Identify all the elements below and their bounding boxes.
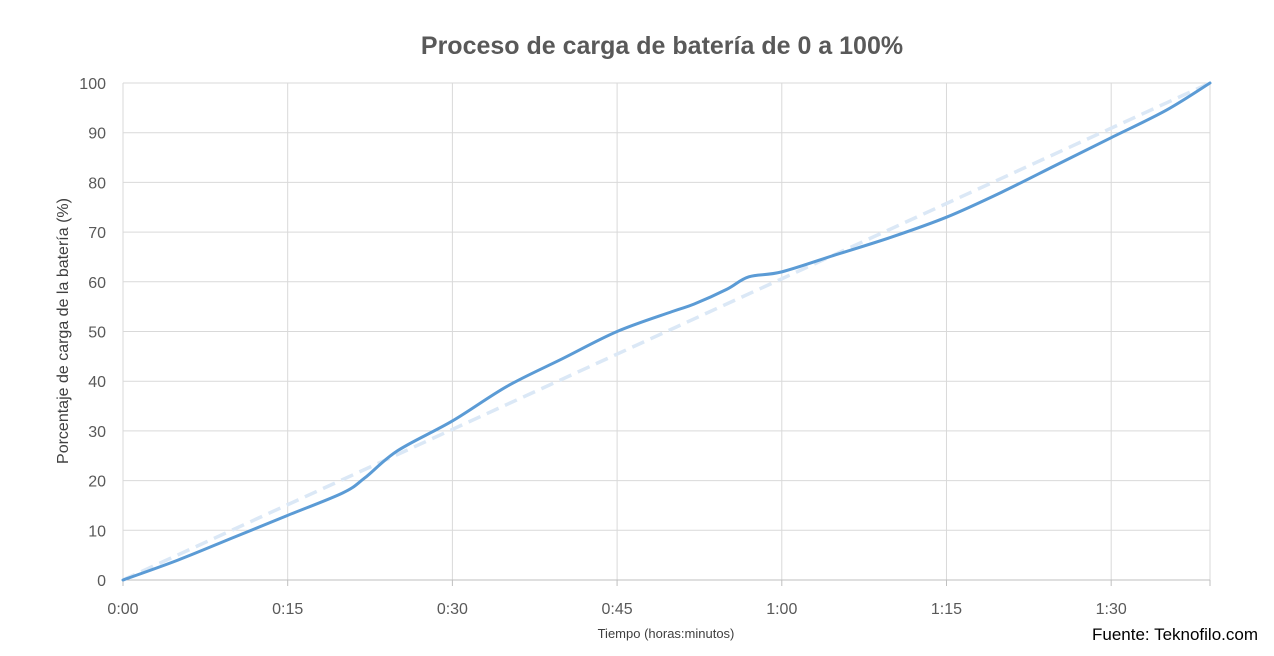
y-tick-label: 100 — [79, 76, 106, 93]
x-tick-label: 0:00 — [107, 601, 138, 618]
y-tick-label: 30 — [88, 424, 106, 441]
x-axis-label: Tiempo (horas:minutos) — [598, 626, 735, 641]
y-tick-label: 10 — [88, 523, 106, 540]
y-tick-label: 20 — [88, 474, 106, 491]
y-tick-label: 40 — [88, 374, 106, 391]
x-tick-label: 1:00 — [766, 601, 797, 618]
series-layer — [121, 81, 1212, 582]
x-tick-label: 0:45 — [602, 601, 633, 618]
grid-layer — [122, 82, 1211, 580]
x-tick-label: 1:30 — [1096, 601, 1127, 618]
tick-layer: 0 10 20 30 40 50 60 70 80 90 100 0:00 0:15 0:30 0:45 1:… — [79, 76, 1211, 618]
charge-series-line — [121, 81, 1212, 582]
y-tick-label: 90 — [88, 126, 106, 143]
y-tick-label: 70 — [88, 225, 106, 242]
x-tick-label: 0:15 — [272, 601, 303, 618]
y-tick-label: 80 — [88, 175, 106, 192]
x-tick-label: 1:15 — [931, 601, 962, 618]
chart-title: Proceso de carga de batería de 0 a 100% — [421, 32, 903, 60]
y-tick-label: 0 — [97, 573, 106, 590]
source-credit: Fuente: Teknofilo.com — [1092, 625, 1258, 644]
y-tick-label: 50 — [88, 325, 106, 342]
x-tick-label: 0:30 — [437, 601, 468, 618]
y-tick-label: 60 — [88, 275, 106, 292]
y-axis-label: Porcentaje de carga de la batería (%) — [55, 198, 72, 464]
